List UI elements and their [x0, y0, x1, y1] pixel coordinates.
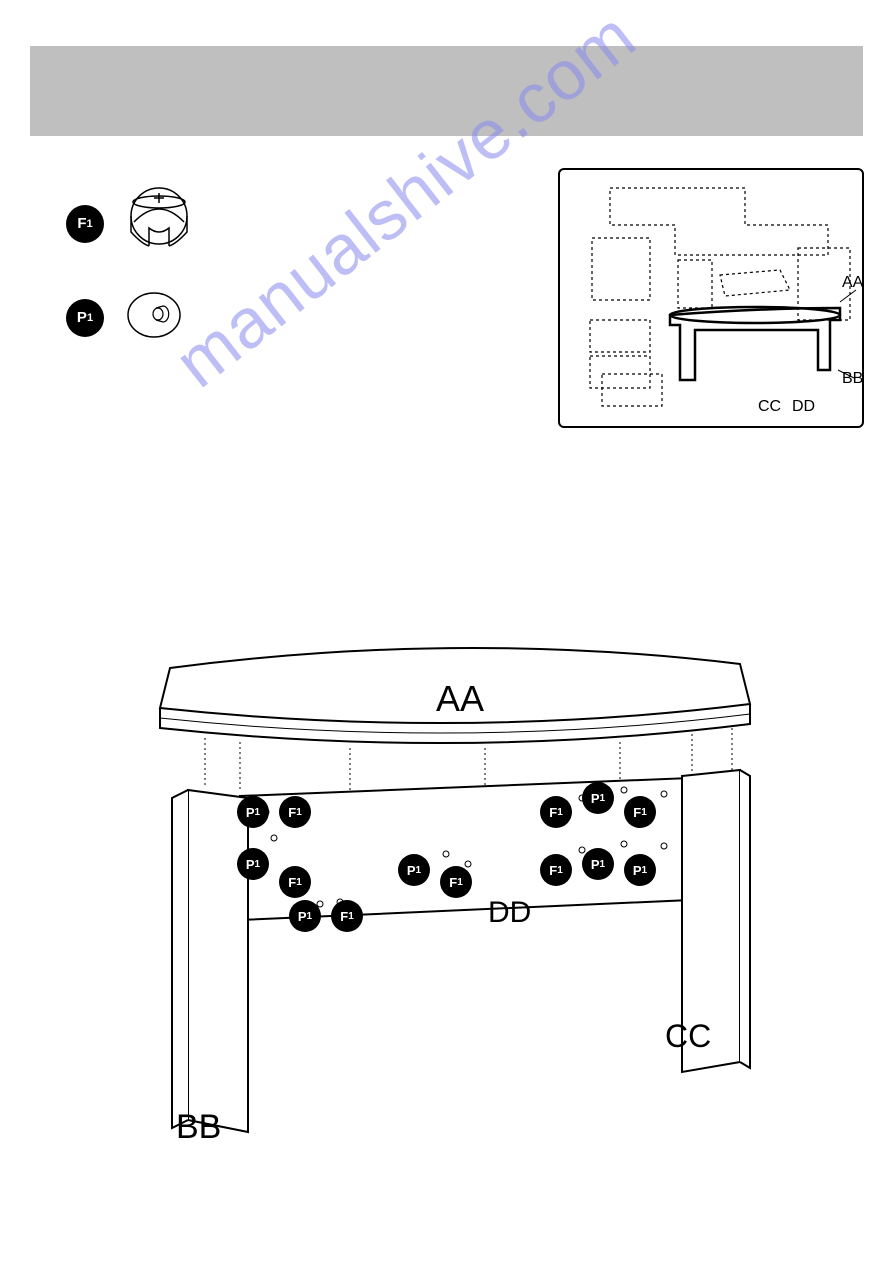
- callout-sub: 1: [255, 859, 261, 870]
- camlock-icon: [124, 186, 194, 261]
- dowel-cap-icon: [124, 290, 184, 345]
- callout-badge-f1: F1: [331, 900, 363, 932]
- inset-reference-diagram: AA BB CC DD: [558, 168, 864, 428]
- callout-badge-f1: F1: [624, 796, 656, 828]
- hardware-badge-p1-letter: P: [77, 309, 87, 326]
- callout-sub: 1: [557, 865, 563, 876]
- main-label-cc: CC: [665, 1018, 711, 1055]
- callout-letter: F: [340, 909, 348, 924]
- callout-letter: F: [633, 805, 641, 820]
- hardware-item-p1: P1: [66, 290, 184, 345]
- main-label-dd: DD: [488, 896, 531, 930]
- callout-sub: 1: [600, 793, 606, 804]
- callout-letter: F: [449, 875, 457, 890]
- callout-letter: P: [246, 805, 255, 820]
- callout-badge-p1: P1: [237, 796, 269, 828]
- callout-letter: F: [549, 805, 557, 820]
- inset-label-dd: DD: [792, 398, 815, 416]
- hardware-badge-f1-sub: 1: [87, 218, 93, 230]
- callout-badge-p1: P1: [237, 848, 269, 880]
- callout-sub: 1: [600, 859, 606, 870]
- callout-letter: P: [633, 863, 642, 878]
- hardware-item-f1: F1: [66, 186, 194, 261]
- callout-badge-p1: P1: [398, 854, 430, 886]
- callout-sub: 1: [255, 807, 261, 818]
- callout-letter: P: [591, 791, 600, 806]
- hardware-badge-p1: P1: [66, 299, 104, 337]
- callout-letter: P: [407, 863, 416, 878]
- callout-sub: 1: [296, 877, 302, 888]
- callout-sub: 1: [642, 865, 648, 876]
- main-label-aa: AA: [436, 678, 484, 720]
- callout-sub: 1: [457, 877, 463, 888]
- callout-badge-f1: F1: [279, 866, 311, 898]
- inset-label-aa: AA: [842, 274, 863, 292]
- callout-badge-f1: F1: [279, 796, 311, 828]
- callout-letter: F: [549, 863, 557, 878]
- header-bar: [30, 46, 863, 136]
- inset-label-bb: BB: [842, 370, 863, 388]
- hardware-badge-f1: F1: [66, 205, 104, 243]
- callout-letter: P: [246, 857, 255, 872]
- callout-letter: P: [298, 909, 307, 924]
- inset-label-cc: CC: [758, 398, 781, 416]
- hardware-badge-f1-letter: F: [77, 215, 86, 232]
- callout-badge-p1: P1: [289, 900, 321, 932]
- callout-letter: F: [288, 875, 296, 890]
- callout-sub: 1: [416, 865, 422, 876]
- callout-sub: 1: [348, 911, 354, 922]
- callout-letter: F: [288, 805, 296, 820]
- hardware-badge-p1-sub: 1: [87, 312, 93, 324]
- callout-sub: 1: [557, 807, 563, 818]
- callout-sub: 1: [307, 911, 313, 922]
- callout-badge-f1: F1: [540, 796, 572, 828]
- callout-badge-f1: F1: [440, 866, 472, 898]
- main-label-bb: BB: [176, 1108, 221, 1147]
- callout-sub: 1: [641, 807, 647, 818]
- callout-badge-p1: P1: [624, 854, 656, 886]
- callout-badge-p1: P1: [582, 782, 614, 814]
- callout-badge-f1: F1: [540, 854, 572, 886]
- callout-letter: P: [591, 857, 600, 872]
- callout-sub: 1: [296, 807, 302, 818]
- callout-badge-p1: P1: [582, 848, 614, 880]
